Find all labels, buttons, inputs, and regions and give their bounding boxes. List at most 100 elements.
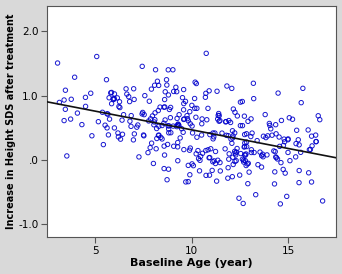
Point [238,100,243,104]
Point [154,126,159,131]
Point [261,134,266,138]
Point [129,113,134,118]
Point [147,145,153,150]
Point [164,83,170,87]
Point [108,91,114,95]
Point [75,111,80,115]
Point [149,87,154,91]
Point [79,122,84,127]
Point [181,147,187,152]
Point [212,131,218,135]
Point [248,117,254,121]
Point [211,159,217,163]
Point [146,119,152,123]
Point [175,122,181,126]
Point [148,117,153,121]
Point [156,83,161,88]
Point [170,124,176,128]
Point [154,147,159,151]
Point [104,126,110,130]
Point [61,118,67,123]
Point [194,106,200,110]
Point [145,150,151,155]
Point [241,145,247,149]
Point [296,181,302,185]
Point [166,124,172,128]
Point [253,193,259,197]
Point [284,194,289,199]
Point [175,123,180,127]
Point [226,157,232,161]
Point [315,114,321,118]
Point [210,131,216,135]
Point [297,168,302,173]
Point [229,141,235,145]
Point [181,117,186,122]
Point [230,129,235,133]
Point [278,202,283,206]
Point [142,93,147,98]
Point [285,150,291,155]
Point [273,122,278,127]
Point [307,148,312,152]
Point [177,136,183,140]
Point [309,134,314,138]
Point [274,155,279,160]
Point [117,105,122,110]
Point [170,68,175,72]
Point [164,78,169,82]
Point [140,64,145,68]
Point [182,117,187,121]
Point [128,124,134,129]
Point [246,170,252,174]
Point [234,158,239,163]
Point [263,135,268,140]
Point [162,118,168,122]
Point [237,173,242,177]
Point [166,167,171,172]
Point [193,80,198,84]
Point [249,148,254,152]
Point [199,122,205,126]
Point [120,132,125,136]
Point [190,164,196,168]
Point [152,120,157,124]
Point [297,143,302,147]
Point [305,128,311,132]
Point [189,124,195,128]
Point [255,162,261,167]
Point [278,161,284,165]
Point [158,135,163,139]
Point [141,134,147,138]
Point [226,152,232,156]
Point [313,139,319,144]
Point [197,158,203,162]
Point [161,121,167,125]
Point [180,95,185,100]
Point [159,137,165,141]
Point [266,121,272,126]
Point [171,89,176,94]
Point [104,112,110,116]
Point [111,97,117,102]
Point [251,96,256,101]
Point [185,163,191,168]
Point [55,61,60,65]
Point [300,86,306,90]
Point [203,95,208,99]
Point [295,138,301,142]
Point [64,154,69,158]
Point [244,132,249,136]
Point [235,114,240,118]
Point [259,153,264,158]
Point [199,117,205,121]
Point [161,105,167,109]
Point [123,87,129,91]
Point [63,107,68,112]
Point [131,97,137,102]
Point [154,136,159,141]
Point [132,132,137,136]
Point [218,169,223,173]
Point [242,114,247,118]
Point [276,135,282,139]
